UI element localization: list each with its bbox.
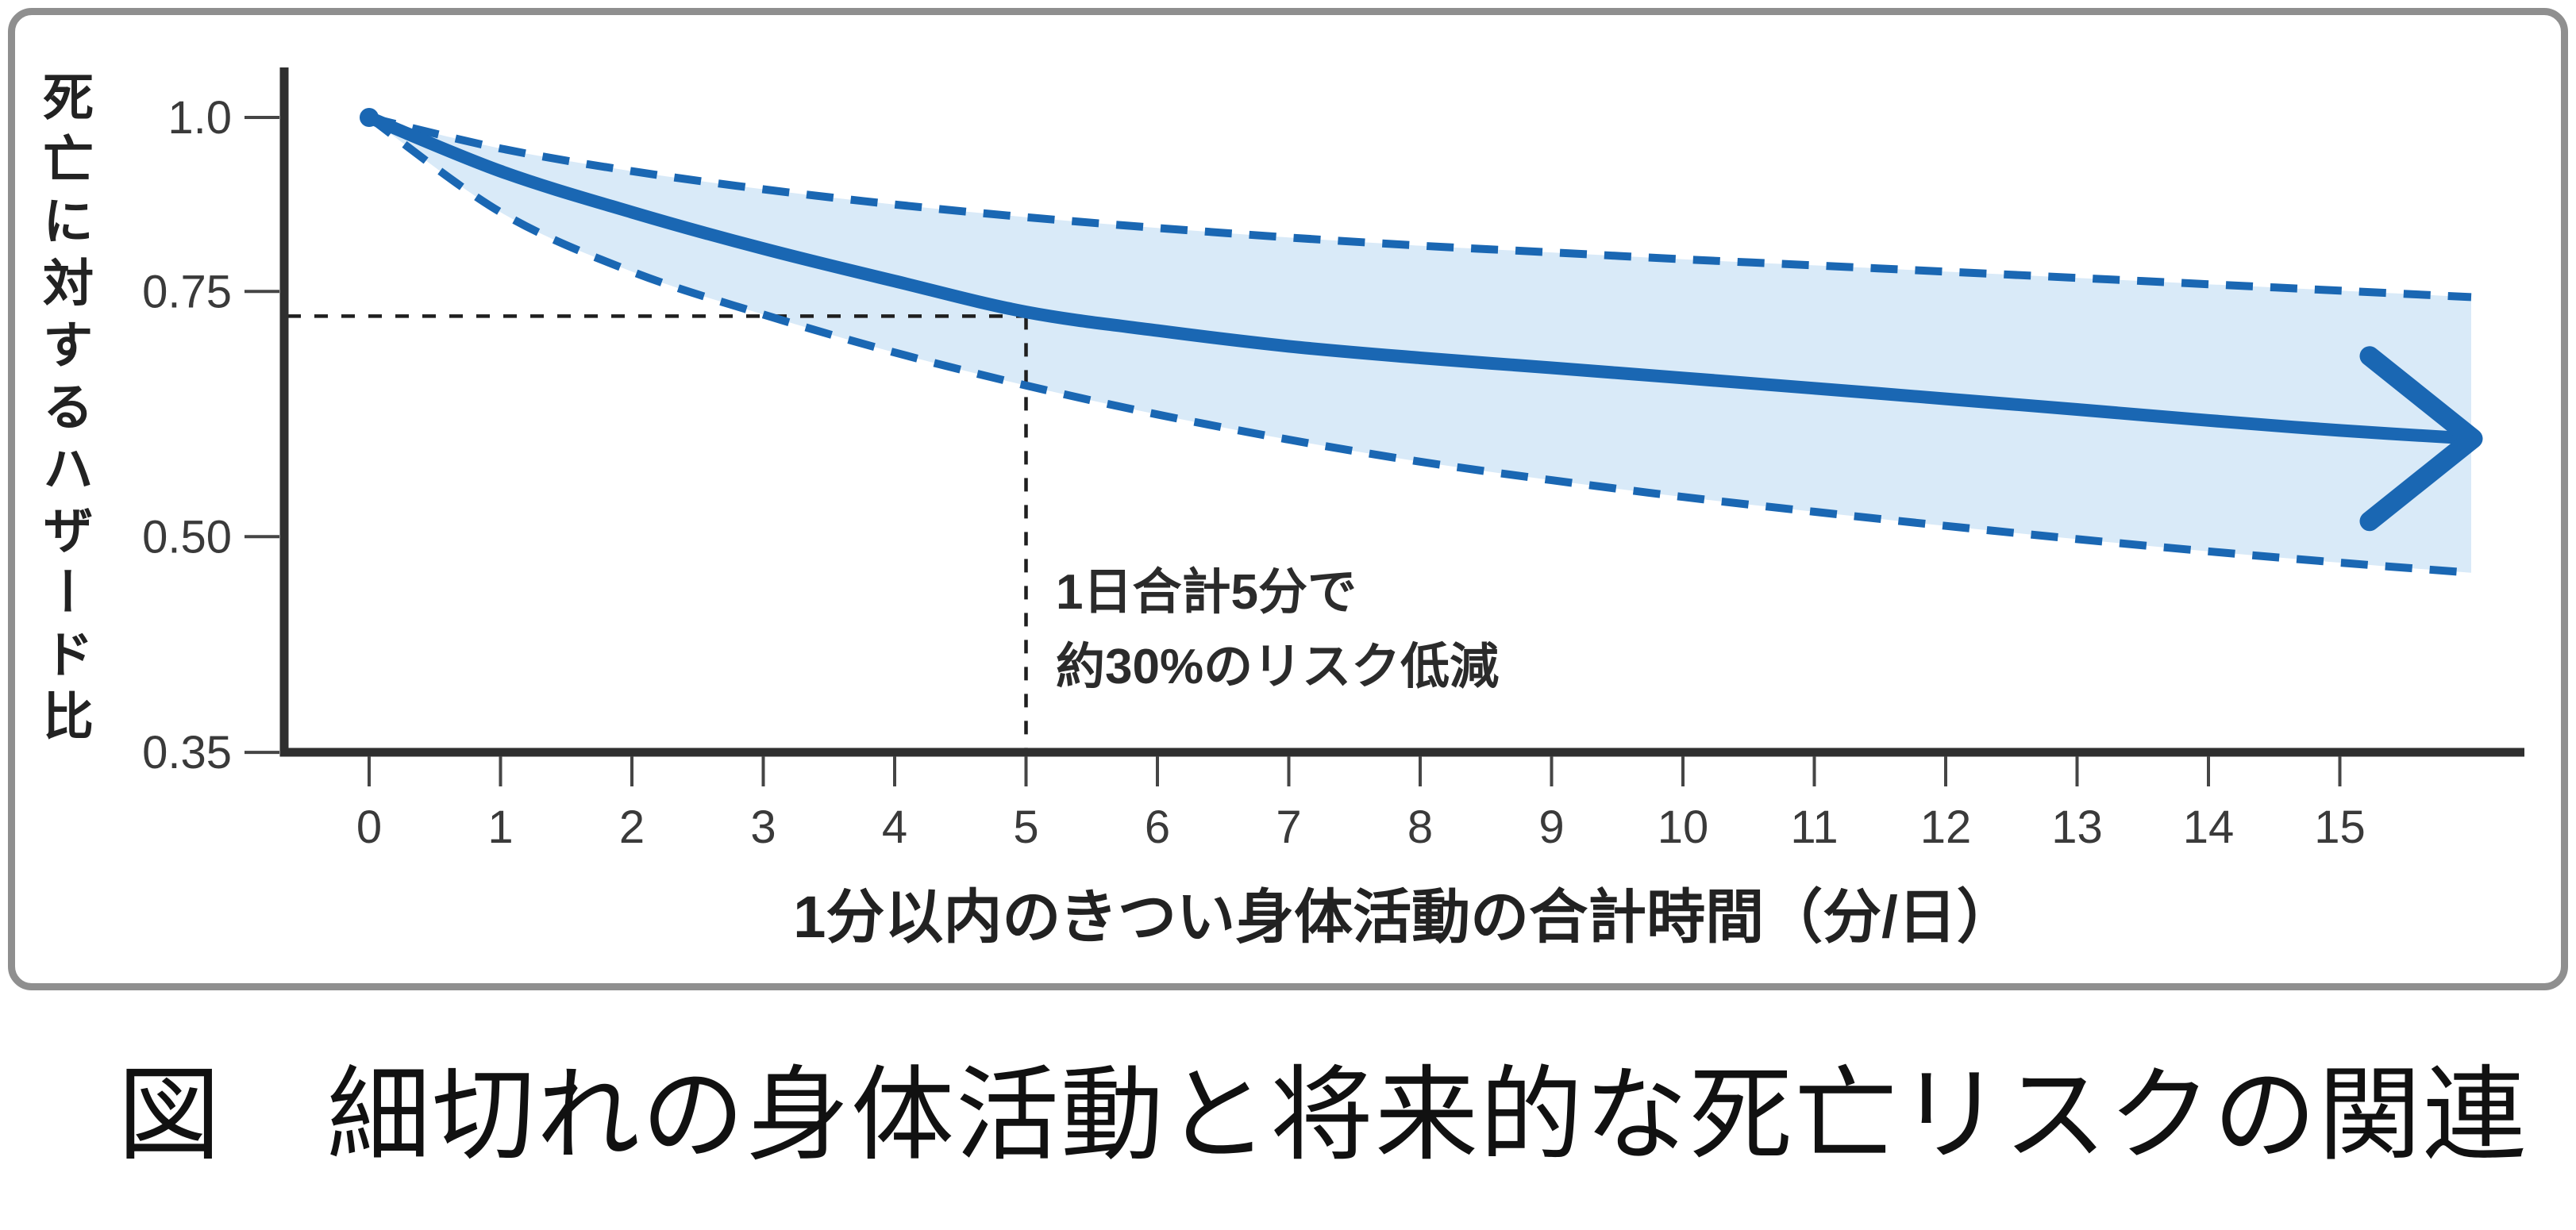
y-tick-label: 0.50 [142, 511, 232, 563]
axes [279, 67, 2524, 757]
curve-start-point [360, 108, 379, 127]
x-tick-label: 1 [487, 801, 513, 853]
y-tick-label: 0.35 [142, 727, 232, 778]
annotation-risk-reduction: 1日合計5分で 約30%のリスク低減 [1056, 555, 1499, 705]
x-axis-label: 1分以内のきつい身体活動の合計時間（分/日） [793, 884, 2016, 950]
x-tick-label: 13 [2051, 801, 2103, 853]
y-tick-label: 0.75 [142, 266, 232, 317]
figure-caption: 図 細切れの身体活動と将来的な死亡リスクの関連 [117, 1057, 2528, 1173]
x-tick-label: 6 [1145, 801, 1170, 853]
ci-upper-line [368, 113, 2472, 302]
x-tick-label: 14 [2183, 801, 2235, 853]
confidence-band [369, 117, 2471, 573]
curves [360, 108, 2483, 577]
x-tick-label: 5 [1013, 801, 1038, 853]
annotation-line-2: 約30%のリスク低減 [1056, 640, 1500, 694]
x-tick-label: 0 [356, 801, 382, 853]
x-tick-label: 15 [2314, 801, 2366, 853]
axis-lines [279, 67, 2524, 757]
x-tick-label: 3 [750, 801, 776, 853]
annotation-line-1: 1日合計5分で [1056, 565, 1357, 620]
x-tick-label: 2 [619, 801, 645, 853]
arrow-right-icon [2359, 346, 2483, 532]
x-tick-label: 9 [1538, 801, 1564, 853]
reference-lines [287, 314, 1028, 752]
x-tick-label: 4 [882, 801, 907, 853]
x-tick-label: 11 [1790, 801, 1838, 853]
hazard-curve-line [363, 111, 2478, 445]
tick-marks-and-labels: 1.00.750.500.350 1 2 3 4 5 6 7 8 9 10 11 12 13 14 15 [142, 92, 2366, 853]
x-tick-label: 10 [1658, 801, 1709, 853]
y-axis-label: 死亡に対するハザード比 [36, 70, 93, 751]
y-tick-label: 1.0 [167, 92, 232, 144]
x-tick-label: 12 [1920, 801, 1972, 853]
confidence-band-fill [369, 117, 2471, 573]
x-tick-label: 7 [1276, 801, 1301, 853]
ci-lower-line [367, 113, 2472, 577]
x-tick-label: 8 [1407, 801, 1433, 853]
